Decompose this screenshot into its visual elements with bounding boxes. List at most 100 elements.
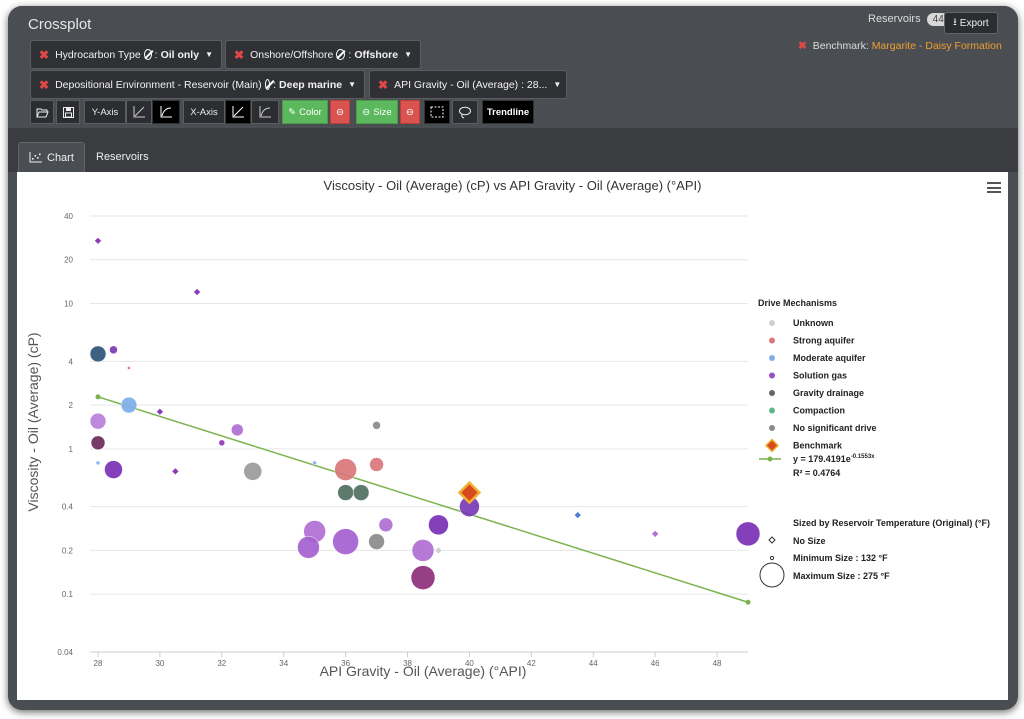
lasso-select-button[interactable] bbox=[452, 100, 478, 124]
data-point[interactable] bbox=[193, 288, 201, 296]
data-point[interactable] bbox=[109, 345, 118, 355]
data-point[interactable] bbox=[156, 407, 164, 416]
legend-label: Solution gas bbox=[793, 371, 847, 381]
data-point[interactable] bbox=[297, 536, 320, 559]
minus-circle-icon: ⊖ bbox=[336, 106, 344, 118]
tab-reservoirs[interactable]: Reservoirs bbox=[86, 142, 159, 172]
hamburger-menu-icon[interactable] bbox=[987, 182, 1001, 193]
remove-benchmark-icon[interactable]: ✖ bbox=[798, 40, 807, 52]
remove-color-button[interactable]: ⊖ bbox=[330, 100, 350, 124]
legend-label: Strong aquifer bbox=[793, 336, 855, 346]
download-icon: ⭳ bbox=[953, 16, 957, 28]
trend-equation: y = 179.4191e-0.1553x bbox=[793, 454, 875, 464]
app-title: Crossplot bbox=[28, 16, 92, 33]
export-label: Export bbox=[959, 17, 989, 29]
legend-marker bbox=[769, 337, 775, 344]
data-point[interactable] bbox=[411, 539, 435, 562]
reservoirs-count-badge: 44 bbox=[926, 13, 950, 26]
y-axis-linear-button[interactable] bbox=[126, 100, 152, 124]
x-tick-label: 46 bbox=[651, 659, 660, 668]
data-point[interactable] bbox=[372, 421, 381, 430]
legend-item[interactable]: Unknown bbox=[769, 318, 834, 328]
data-point[interactable] bbox=[218, 439, 226, 447]
remove-filter-icon[interactable]: ✖ bbox=[39, 47, 50, 62]
filter-onshore-offshore[interactable]: ✖ Onshore/Offshore : Offshore ▼ bbox=[225, 40, 421, 69]
x-tick-label: 28 bbox=[94, 659, 103, 668]
x-tick-label: 34 bbox=[279, 659, 288, 668]
x-axis-linear-button[interactable] bbox=[225, 100, 251, 124]
remove-filter-icon[interactable]: ✖ bbox=[378, 77, 389, 92]
svg-text:Maximum Size : 275 °F: Maximum Size : 275 °F bbox=[793, 571, 890, 581]
y-axis-label: Y-Axis bbox=[91, 106, 119, 118]
y-tick-label: 0.4 bbox=[62, 503, 74, 512]
filter-hydrocarbon-type[interactable]: ✖ Hydrocarbon Type : Oil only ▼ bbox=[30, 40, 222, 69]
color-button[interactable]: ✎ Color bbox=[282, 100, 328, 124]
data-point[interactable] bbox=[104, 460, 123, 479]
remove-filter-icon[interactable]: ✖ bbox=[39, 77, 50, 92]
scatter-plot[interactable]: 0.04 0.1 0.2 0.4 1 2 4 10 20 40 28 30 32 34 36 38 40 42 4… bbox=[17, 172, 1008, 700]
export-button[interactable]: ⭳ Export bbox=[944, 12, 998, 34]
linear-scale-icon bbox=[133, 106, 145, 118]
size-button[interactable]: ⊖ Size bbox=[356, 100, 398, 124]
legend-item[interactable]: No significant drive bbox=[769, 423, 877, 433]
benchmark-point[interactable] bbox=[457, 480, 482, 505]
data-point[interactable] bbox=[368, 533, 385, 550]
data-point[interactable] bbox=[428, 514, 449, 536]
chart-legend: Drive Mechanisms Unknown Strong aquifer Mo… bbox=[758, 298, 990, 588]
x-axis-log-button[interactable] bbox=[251, 100, 279, 124]
legend-item[interactable]: Moderate aquifer bbox=[769, 353, 866, 363]
tab-chart-label: Chart bbox=[47, 151, 74, 164]
y-tick-label: 1 bbox=[69, 445, 74, 454]
data-point[interactable] bbox=[735, 521, 761, 547]
data-point[interactable] bbox=[171, 467, 180, 476]
y-tick-label: 2 bbox=[69, 401, 74, 410]
filter-depositional-environment[interactable]: ✖ Depositional Environment - Reservoir (… bbox=[30, 70, 365, 99]
data-point[interactable] bbox=[89, 412, 107, 430]
x-tick-label: 42 bbox=[527, 659, 536, 668]
data-point[interactable] bbox=[90, 435, 106, 451]
data-point[interactable] bbox=[95, 460, 101, 466]
box-select-button[interactable] bbox=[424, 100, 450, 124]
filter-api-gravity[interactable]: ✖ API Gravity - Oil (Average) : 28... ▼ bbox=[369, 70, 567, 99]
minus-circle-icon: ⊖ bbox=[406, 106, 414, 118]
legend-item[interactable]: Compaction bbox=[769, 406, 845, 416]
data-point[interactable] bbox=[334, 458, 357, 481]
data-point[interactable] bbox=[332, 528, 359, 555]
data-point[interactable] bbox=[312, 460, 317, 466]
data-point[interactable] bbox=[94, 237, 102, 245]
data-point[interactable] bbox=[120, 396, 138, 414]
legend-trendline[interactable]: y = 179.4191e-0.1553x R² = 0.4764 bbox=[759, 454, 875, 478]
paint-brush-icon: ✎ bbox=[288, 106, 297, 118]
benchmark-value[interactable]: Margarite - Daisy Formation bbox=[871, 40, 1002, 52]
remove-filter-icon[interactable]: ✖ bbox=[234, 47, 245, 62]
data-point[interactable] bbox=[378, 517, 394, 533]
exclude-icon bbox=[264, 79, 271, 90]
data-point[interactable] bbox=[651, 530, 659, 538]
legend-title: Drive Mechanisms bbox=[758, 298, 837, 308]
save-button[interactable] bbox=[56, 100, 80, 124]
legend-item[interactable]: Benchmark bbox=[764, 438, 843, 453]
y-axis-log-button[interactable] bbox=[152, 100, 180, 124]
trend-r2: R² = 0.4764 bbox=[793, 468, 840, 478]
data-point[interactable] bbox=[231, 423, 244, 437]
open-folder-button[interactable] bbox=[30, 100, 54, 124]
legend-item[interactable]: Solution gas bbox=[769, 371, 847, 381]
data-point[interactable] bbox=[369, 457, 384, 472]
data-point[interactable] bbox=[410, 565, 436, 590]
tab-chart[interactable]: Chart bbox=[18, 142, 85, 172]
filter-label: Hydrocarbon Type bbox=[55, 48, 141, 61]
data-point[interactable] bbox=[89, 345, 107, 363]
legend-marker bbox=[769, 407, 775, 414]
data-point[interactable] bbox=[337, 484, 354, 501]
remove-size-button[interactable]: ⊖ bbox=[400, 100, 420, 124]
data-point[interactable] bbox=[243, 462, 263, 481]
trendline-button[interactable]: Trendline bbox=[482, 100, 534, 124]
data-point[interactable] bbox=[352, 484, 370, 501]
legend-item[interactable]: Gravity drainage bbox=[769, 388, 864, 398]
data-point[interactable] bbox=[434, 546, 443, 555]
legend-item[interactable]: Strong aquifer bbox=[769, 336, 855, 346]
trendline bbox=[97, 396, 749, 603]
data-point[interactable] bbox=[574, 511, 582, 519]
data-point[interactable] bbox=[127, 366, 131, 370]
reservoirs-counter: Reservoirs 44 bbox=[868, 13, 950, 26]
